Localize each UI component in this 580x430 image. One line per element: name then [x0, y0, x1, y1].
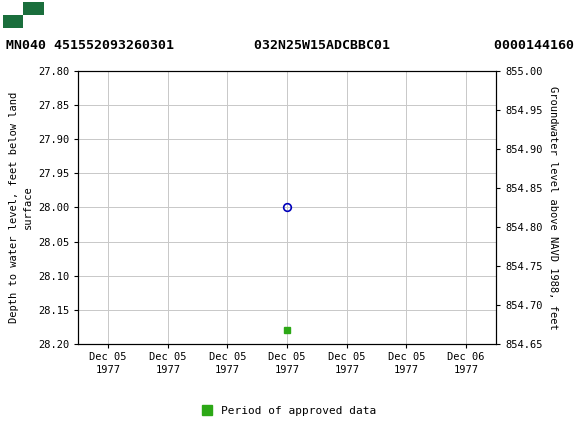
FancyBboxPatch shape: [3, 15, 23, 28]
FancyBboxPatch shape: [3, 3, 43, 28]
Legend: Period of approved data: Period of approved data: [194, 402, 380, 421]
FancyBboxPatch shape: [23, 3, 44, 15]
Y-axis label: Groundwater level above NAVD 1988, feet: Groundwater level above NAVD 1988, feet: [548, 86, 558, 329]
Text: USGS: USGS: [49, 6, 109, 25]
Y-axis label: Depth to water level, feet below land
surface: Depth to water level, feet below land su…: [9, 92, 32, 323]
Text: MN040 451552093260301          032N25W15ADCBBC01             0000144160: MN040 451552093260301 032N25W15ADCBBC01 …: [6, 39, 574, 52]
